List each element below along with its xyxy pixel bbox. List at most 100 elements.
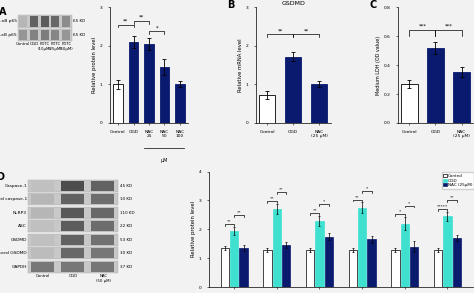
Bar xyxy=(311,84,327,123)
Bar xyxy=(175,84,185,123)
Bar xyxy=(62,30,70,40)
Bar xyxy=(91,262,114,272)
Legend: Control, OGD, NAC (25μM): Control, OGD, NAC (25μM) xyxy=(442,173,474,189)
Text: **: ** xyxy=(270,196,274,200)
Text: p-NF-κB p65: p-NF-κB p65 xyxy=(0,20,17,23)
Text: PDTC
(50μM): PDTC (50μM) xyxy=(59,42,73,51)
Bar xyxy=(28,247,118,259)
Bar xyxy=(91,221,114,231)
Bar xyxy=(61,262,84,272)
Text: 37 KD: 37 KD xyxy=(119,265,132,269)
Text: **: ** xyxy=(450,195,455,200)
Bar xyxy=(31,262,54,272)
Text: 10 KD: 10 KD xyxy=(119,197,132,201)
Bar xyxy=(61,221,84,231)
Text: Cleaved GSDMD: Cleaved GSDMD xyxy=(0,251,27,255)
Text: ***: *** xyxy=(419,24,427,29)
Bar xyxy=(259,95,275,123)
Bar xyxy=(28,220,118,232)
Bar xyxy=(30,16,38,27)
Bar xyxy=(51,16,59,27)
Bar xyxy=(401,84,418,123)
Text: *: * xyxy=(399,210,401,214)
Bar xyxy=(282,245,291,287)
Bar xyxy=(144,44,154,123)
Bar xyxy=(31,194,54,204)
Bar xyxy=(31,221,54,231)
Bar xyxy=(113,84,123,123)
Bar xyxy=(18,16,72,28)
Bar xyxy=(91,208,114,218)
Bar xyxy=(31,248,54,258)
Text: Control: Control xyxy=(16,42,30,46)
Text: Cleaved caspase-1: Cleaved caspase-1 xyxy=(0,197,27,201)
Text: **: ** xyxy=(355,195,360,199)
Bar xyxy=(30,30,38,40)
Bar xyxy=(91,248,114,258)
Text: B: B xyxy=(227,0,235,10)
Title: GSDMD: GSDMD xyxy=(281,1,305,6)
Bar xyxy=(367,239,376,287)
Y-axis label: Relative protein level: Relative protein level xyxy=(191,201,196,257)
Text: **: ** xyxy=(237,211,241,214)
Bar xyxy=(325,236,333,287)
Bar xyxy=(61,194,84,204)
Text: 30 KD: 30 KD xyxy=(119,251,132,255)
Text: *: * xyxy=(155,25,158,30)
Bar xyxy=(91,194,114,204)
Bar xyxy=(61,208,84,218)
Bar xyxy=(230,231,238,287)
Text: D: D xyxy=(0,171,5,182)
Bar xyxy=(273,209,281,287)
Bar xyxy=(434,250,442,287)
Text: PDTC
(10μM): PDTC (10μM) xyxy=(38,42,52,51)
Bar xyxy=(160,67,169,123)
Bar xyxy=(62,16,70,27)
Bar xyxy=(18,29,72,41)
Bar xyxy=(315,221,324,287)
Text: μM: μM xyxy=(161,158,168,163)
Bar xyxy=(31,180,54,191)
Bar xyxy=(28,207,118,219)
Bar xyxy=(31,208,54,218)
Bar xyxy=(263,250,272,287)
Text: OGD: OGD xyxy=(69,274,78,278)
Text: **: ** xyxy=(279,188,284,192)
Bar xyxy=(28,234,118,246)
Text: *: * xyxy=(366,186,368,190)
Bar xyxy=(19,30,27,40)
Bar xyxy=(453,238,461,287)
Text: OGD: OGD xyxy=(29,42,39,46)
Text: NLRP3: NLRP3 xyxy=(13,211,27,215)
Bar xyxy=(61,248,84,258)
Text: **: ** xyxy=(303,28,309,33)
Bar xyxy=(220,248,229,287)
Text: 45 KD: 45 KD xyxy=(119,184,132,188)
Text: *: * xyxy=(408,201,410,205)
Bar xyxy=(91,180,114,191)
Y-axis label: Medium LDH (OD value): Medium LDH (OD value) xyxy=(376,35,382,95)
Text: **: ** xyxy=(123,18,128,23)
Bar xyxy=(28,193,118,205)
Text: **: ** xyxy=(277,28,283,33)
Bar xyxy=(61,180,84,191)
Y-axis label: Relative protein level: Relative protein level xyxy=(92,37,97,93)
Text: 110 KD: 110 KD xyxy=(119,211,134,215)
Text: Caspase-1: Caspase-1 xyxy=(4,184,27,188)
Bar xyxy=(28,180,118,192)
Bar xyxy=(51,30,59,40)
Text: C: C xyxy=(369,0,377,10)
Text: A: A xyxy=(0,7,7,17)
Text: NF-κB p65: NF-κB p65 xyxy=(0,33,17,37)
Bar xyxy=(358,208,366,287)
Text: GSDMD: GSDMD xyxy=(10,238,27,242)
Text: 65 KD: 65 KD xyxy=(73,20,85,23)
Text: 65 KD: 65 KD xyxy=(73,33,85,37)
Text: GAPDH: GAPDH xyxy=(11,265,27,269)
Text: NAC
(50 μM): NAC (50 μM) xyxy=(96,274,111,283)
Bar xyxy=(410,247,419,287)
Text: **: ** xyxy=(312,208,317,212)
Bar xyxy=(306,250,314,287)
Bar xyxy=(239,248,248,287)
Bar xyxy=(91,235,114,245)
